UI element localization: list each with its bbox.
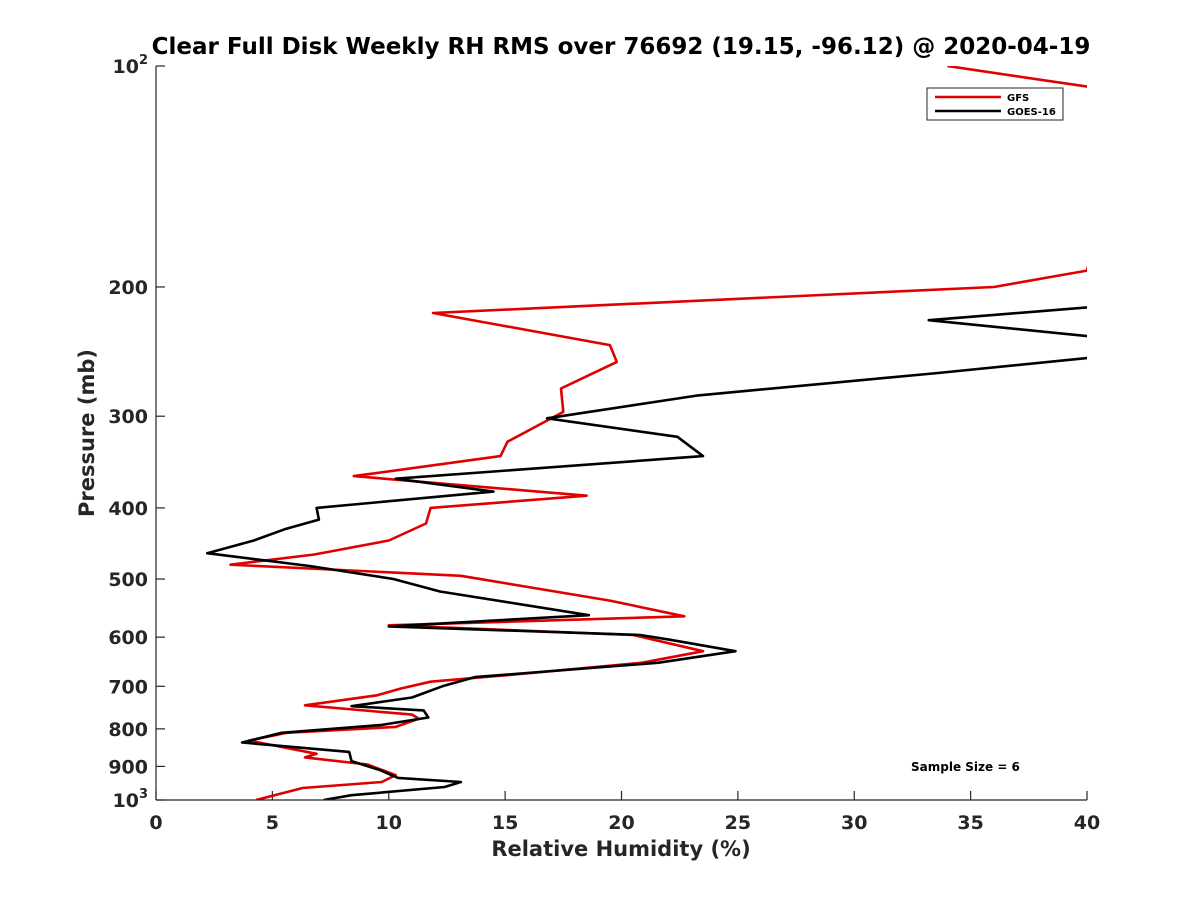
legend-box (926, 87, 1064, 121)
legend-label-goes16: GOES-16 (1007, 107, 1056, 118)
y-tick-label: 800 (108, 719, 148, 741)
chart-title: Clear Full Disk Weekly RH RMS over 76692… (152, 34, 1091, 60)
y-tick-label-exponent: 3 (139, 787, 148, 802)
x-tick-label: 0 (149, 812, 162, 834)
y-tick-label: 102 (113, 53, 149, 78)
y-tick-label: 300 (108, 406, 148, 428)
y-tick-label: 900 (108, 756, 148, 778)
series-line-goes16 (205, 306, 1087, 800)
y-axis-ticks: 102 200 300 400 500 600 700 800 900 103 (108, 53, 165, 812)
x-tick-label: 20 (608, 812, 634, 834)
y-tick-label: 103 (113, 787, 149, 812)
x-axis-label: Relative Humidity (%) (491, 837, 750, 861)
y-tick-label: 400 (108, 498, 148, 520)
y-axis-label: Pressure (mb) (75, 349, 99, 517)
y-tick-label: 700 (108, 676, 148, 698)
legend-label-gfs: GFS (1007, 93, 1029, 104)
x-tick-label: 5 (266, 812, 279, 834)
x-axis-ticks: 0 5 10 15 20 25 30 35 40 (149, 791, 1100, 834)
y-tick-label-exponent: 2 (139, 53, 148, 68)
x-tick-label: 10 (376, 812, 402, 834)
series-line-gfs (229, 66, 1087, 800)
sample-size-annotation: Sample Size = 6 (911, 760, 1020, 774)
x-tick-label: 15 (492, 812, 518, 834)
x-tick-label: 40 (1074, 812, 1100, 834)
x-tick-label: 35 (957, 812, 983, 834)
y-tick-label: 200 (108, 277, 148, 299)
legend: GFS GOES-16 (926, 87, 1064, 121)
y-tick-label: 600 (108, 627, 148, 649)
x-tick-label: 25 (725, 812, 751, 834)
plot-lines (205, 66, 1087, 800)
x-tick-label: 30 (841, 812, 867, 834)
y-tick-label: 500 (108, 569, 148, 591)
